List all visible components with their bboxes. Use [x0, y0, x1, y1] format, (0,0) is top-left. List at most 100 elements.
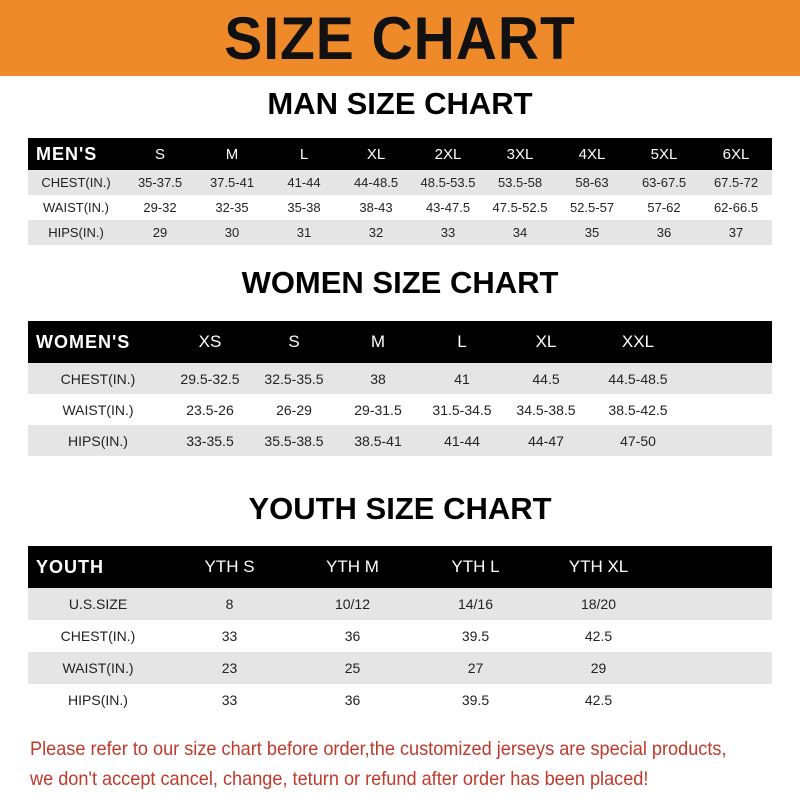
- table-row: U.S.SIZE 8 10/12 14/16 18/20: [28, 588, 772, 620]
- table-cell: 35-38: [287, 200, 321, 215]
- table-cell: 23.5-26: [186, 401, 234, 418]
- table-cell: 23: [221, 660, 238, 676]
- table-cell: 37.5-41: [209, 175, 255, 190]
- banner-title: SIZE CHART: [224, 4, 576, 72]
- size-header-cell: L: [299, 145, 309, 163]
- table-cell: 35.5-38.5: [264, 432, 324, 449]
- table-cell: 41: [454, 370, 470, 387]
- size-header-cell: YTH XL: [568, 557, 629, 576]
- table-cell: 30: [224, 225, 240, 240]
- size-header-cell: 4XL: [578, 145, 606, 163]
- size-header-cell: XL: [535, 332, 557, 351]
- order-notice: Please refer to our size chart before or…: [30, 734, 727, 794]
- table-cell: 57-62: [647, 200, 681, 215]
- size-header-cell: XXL: [621, 332, 655, 351]
- table-cell: 33: [221, 692, 238, 708]
- women-size-table: WOMEN'S XS S M L XL XXL CHEST(IN.) 29.5-32.5 32.5…: [28, 321, 772, 456]
- table-cell: 34: [512, 225, 528, 240]
- table-cell: 35-37.5: [137, 175, 183, 190]
- size-header-cell: 5XL: [650, 145, 678, 163]
- table-cell: 42.5: [584, 628, 613, 644]
- table-row: HIPS(IN.) 29 30 31 32 33 34 35 36 37: [28, 220, 772, 245]
- table-cell: 36: [656, 225, 672, 240]
- table-row: CHEST(IN.) 33 36 39.5 42.5: [28, 620, 772, 652]
- size-header-cell: XS: [198, 332, 222, 351]
- table-cell: 29: [590, 660, 607, 676]
- size-header-cell: XL: [366, 145, 386, 163]
- table-cell: 39.5: [461, 628, 490, 644]
- table-row: WAIST(IN.) 23.5-26 26-29 29-31.5 31.5-34.5 34…: [28, 394, 772, 425]
- row-label: WAIST(IN.): [62, 401, 134, 418]
- table-cell: 44-48.5: [353, 175, 399, 190]
- row-label: U.S.SIZE: [68, 596, 128, 612]
- table-cell: 62-66.5: [713, 200, 759, 215]
- table-cell: 48.5-53.5: [420, 175, 476, 190]
- table-cell: 32: [368, 225, 384, 240]
- table-cell: 29.5-32.5: [180, 370, 240, 387]
- size-header-cell: 3XL: [506, 145, 534, 163]
- table-cell: 14/16: [457, 596, 494, 612]
- table-cell: 10/12: [334, 596, 371, 612]
- table-cell: 41-44: [287, 175, 321, 190]
- table-header-row: MEN'S S M L XL 2XL 3XL 4XL 5XL 6XL: [28, 138, 772, 170]
- table-row: CHEST(IN.) 35-37.5 37.5-41 41-44 44-48.5 48.5…: [28, 170, 772, 195]
- table-cell: 67.5-72: [713, 175, 759, 190]
- table-cell: 44.5: [532, 370, 560, 387]
- notice-line-2: we don't accept cancel, change, teturn o…: [30, 768, 649, 790]
- size-header-cell: YTH M: [326, 557, 379, 576]
- table-cell: 39.5: [461, 692, 490, 708]
- table-cell: 33-35.5: [186, 432, 234, 449]
- table-header-label: WOMEN'S: [36, 331, 131, 352]
- table-cell: 31: [296, 225, 312, 240]
- table-cell: 36: [344, 692, 361, 708]
- size-header-cell: M: [370, 332, 386, 351]
- table-cell: 35: [584, 225, 600, 240]
- table-cell: 52.5-57: [569, 200, 615, 215]
- table-cell: 42.5: [584, 692, 613, 708]
- table-cell: 33: [440, 225, 456, 240]
- table-row: WAIST(IN.) 29-32 32-35 35-38 38-43 43-47.5 47.…: [28, 195, 772, 220]
- table-cell: 27: [467, 660, 484, 676]
- table-cell: 34.5-38.5: [516, 401, 576, 418]
- table-cell: 38.5-42.5: [608, 401, 668, 418]
- size-header-cell: L: [457, 332, 467, 351]
- table-cell: 38-43: [359, 200, 393, 215]
- table-cell: 29-31.5: [354, 401, 402, 418]
- table-cell: 33: [221, 628, 238, 644]
- table-cell: 53.5-58: [497, 175, 543, 190]
- table-cell: 26-29: [276, 401, 312, 418]
- table-cell: 32.5-35.5: [264, 370, 324, 387]
- size-header-cell: S: [288, 332, 300, 351]
- notice-line-1: Please refer to our size chart before or…: [30, 738, 727, 760]
- women-chart-title: WOMEN SIZE CHART: [241, 265, 559, 300]
- row-label: HIPS(IN.): [68, 692, 128, 708]
- row-label: WAIST(IN.): [43, 200, 109, 215]
- size-header-cell: YTH L: [451, 557, 500, 576]
- table-cell: 38: [370, 370, 386, 387]
- table-cell: 37: [728, 225, 744, 240]
- table-header-row: YOUTH YTH S YTH M YTH L YTH XL: [28, 546, 772, 588]
- table-cell: 38.5-41: [354, 432, 402, 449]
- men-chart-title: MAN SIZE CHART: [267, 86, 533, 121]
- table-cell: 25: [344, 660, 361, 676]
- row-label: HIPS(IN.): [68, 432, 128, 449]
- row-label: CHEST(IN.): [60, 370, 136, 387]
- men-size-table: MEN'S S M L XL 2XL 3XL 4XL 5XL 6XL CHEST(IN.) 35-37…: [28, 138, 772, 245]
- table-cell: 44-47: [528, 432, 564, 449]
- table-cell: 58-63: [575, 175, 609, 190]
- row-label: HIPS(IN.): [48, 225, 104, 240]
- youth-size-table: YOUTH YTH S YTH M YTH L YTH XL U.S.SIZE 8 10/12…: [28, 546, 772, 716]
- table-header-row: WOMEN'S XS S M L XL XXL: [28, 321, 772, 363]
- table-cell: 31.5-34.5: [432, 401, 492, 418]
- table-row: HIPS(IN.) 33 36 39.5 42.5: [28, 684, 772, 716]
- table-cell: 47.5-52.5: [492, 200, 548, 215]
- table-cell: 47-50: [620, 432, 656, 449]
- table-cell: 29-32: [143, 200, 177, 215]
- table-cell: 44.5-48.5: [608, 370, 668, 387]
- row-label: CHEST(IN.): [60, 628, 136, 644]
- banner: SIZE CHART: [0, 0, 800, 76]
- table-cell: 29: [152, 225, 168, 240]
- table-row: WAIST(IN.) 23 25 27 29: [28, 652, 772, 684]
- size-header-cell: M: [225, 145, 239, 163]
- size-header-cell: S: [154, 145, 165, 163]
